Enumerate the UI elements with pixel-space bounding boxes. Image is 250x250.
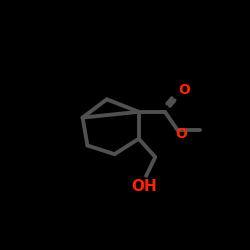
Text: OH: OH: [131, 180, 156, 194]
Text: O: O: [178, 83, 190, 97]
Text: O: O: [176, 127, 187, 141]
